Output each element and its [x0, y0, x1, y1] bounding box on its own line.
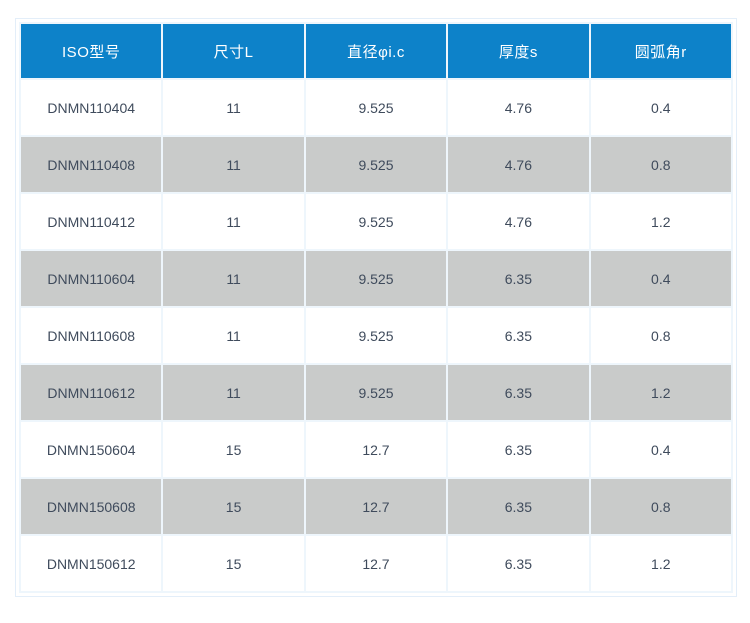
table-cell: 11 [161, 78, 306, 137]
column-header: 尺寸L [161, 22, 306, 80]
table-cell: 4.76 [446, 78, 591, 137]
table-cell: 6.35 [446, 306, 591, 365]
table-row: DNMN150608 15 12.7 6.35 0.8 [18, 477, 734, 536]
table-cell: 1.2 [588, 534, 734, 593]
iso-model-cell: DNMN150604 [18, 420, 164, 479]
table-cell: 9.525 [303, 135, 449, 194]
column-header: 厚度s [446, 22, 591, 80]
table-cell: 4.76 [446, 135, 591, 194]
table-cell: 4.76 [446, 192, 591, 251]
iso-model-cell: DNMN110608 [18, 306, 164, 365]
table-cell: 15 [161, 534, 306, 593]
table-row: DNMN110612 11 9.525 6.35 1.2 [18, 363, 734, 422]
iso-model-cell: DNMN150612 [18, 534, 164, 593]
table-cell: 0.8 [588, 306, 734, 365]
table-cell: 9.525 [303, 192, 449, 251]
table-cell: 15 [161, 420, 306, 479]
spec-table: ISO型号 尺寸L 直径φi.c 厚度s 圆弧角r DNMN110404 11 9.525 4… [18, 22, 734, 593]
table-cell: 0.8 [588, 135, 734, 194]
table-cell: 11 [161, 135, 306, 194]
table-row: DNMN110604 11 9.525 6.35 0.4 [18, 249, 734, 308]
table-cell: 6.35 [446, 363, 591, 422]
column-header: 直径φi.c [303, 22, 449, 80]
column-header: ISO型号 [18, 22, 164, 80]
table-cell: 0.4 [588, 249, 734, 308]
table-cell: 9.525 [303, 306, 449, 365]
spec-table-head: ISO型号 尺寸L 直径φi.c 厚度s 圆弧角r [18, 22, 734, 80]
iso-model-cell: DNMN110604 [18, 249, 164, 308]
header-row: ISO型号 尺寸L 直径φi.c 厚度s 圆弧角r [18, 22, 734, 80]
table-row: DNMN110412 11 9.525 4.76 1.2 [18, 192, 734, 251]
table-cell: 12.7 [303, 420, 449, 479]
table-cell: 11 [161, 306, 306, 365]
table-cell: 11 [161, 192, 306, 251]
table-cell: 0.4 [588, 420, 734, 479]
table-row: DNMN110404 11 9.525 4.76 0.4 [18, 78, 734, 137]
table-row: DNMN110408 11 9.525 4.76 0.8 [18, 135, 734, 194]
table-cell: 9.525 [303, 363, 449, 422]
table-cell: 1.2 [588, 363, 734, 422]
table-cell: 12.7 [303, 534, 449, 593]
table-cell: 6.35 [446, 249, 591, 308]
table-cell: 6.35 [446, 477, 591, 536]
table-row: DNMN110608 11 9.525 6.35 0.8 [18, 306, 734, 365]
table-cell: 0.4 [588, 78, 734, 137]
table-cell: 6.35 [446, 420, 591, 479]
table-cell: 1.2 [588, 192, 734, 251]
iso-model-cell: DNMN150608 [18, 477, 164, 536]
table-row: DNMN150612 15 12.7 6.35 1.2 [18, 534, 734, 593]
page-background: { "chart_data": { "type": "table", "colu… [0, 18, 750, 623]
iso-model-cell: DNMN110408 [18, 135, 164, 194]
table-cell: 12.7 [303, 477, 449, 536]
iso-model-cell: DNMN110412 [18, 192, 164, 251]
table-cell: 0.8 [588, 477, 734, 536]
table-cell: 11 [161, 363, 306, 422]
table-cell: 11 [161, 249, 306, 308]
spec-table-body: DNMN110404 11 9.525 4.76 0.4 DNMN110408 11 9.52… [18, 78, 734, 593]
table-cell: 6.35 [446, 534, 591, 593]
table-cell: 15 [161, 477, 306, 536]
spec-table-container: ISO型号 尺寸L 直径φi.c 厚度s 圆弧角r DNMN110404 11 9.525 4… [15, 18, 737, 597]
column-header: 圆弧角r [588, 22, 734, 80]
table-cell: 9.525 [303, 249, 449, 308]
iso-model-cell: DNMN110612 [18, 363, 164, 422]
table-row: DNMN150604 15 12.7 6.35 0.4 [18, 420, 734, 479]
iso-model-cell: DNMN110404 [18, 78, 164, 137]
table-cell: 9.525 [303, 78, 449, 137]
